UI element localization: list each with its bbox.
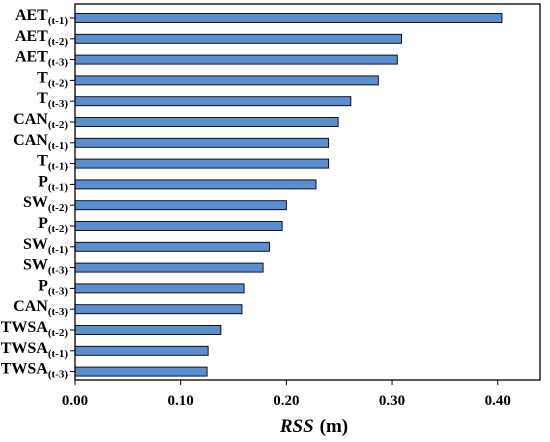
category-label-subscript: (t-3) [48, 306, 68, 318]
x-axis-title: RSS (m) [279, 416, 348, 437]
bar [74, 262, 264, 273]
category-label-base: CAN [13, 132, 48, 149]
category-label-subscript: (t-3) [48, 57, 68, 69]
category-label: T(t-1) [37, 153, 68, 173]
category-label-subscript: (t-2) [48, 119, 68, 131]
category-label-base: P [38, 215, 48, 232]
category-label-subscript: (t-2) [48, 223, 68, 235]
category-label-base: AET [15, 28, 48, 45]
bars-group [74, 13, 503, 377]
bar [74, 325, 222, 335]
category-label: T(t-2) [37, 69, 68, 89]
bar [74, 283, 245, 294]
category-label-base: CAN [13, 298, 48, 315]
x-axis-title-variable: RSS [279, 416, 314, 437]
category-label-subscript: (t-1) [48, 161, 68, 173]
category-label: AET(t-3) [15, 49, 68, 69]
category-label: TWSA(t-2) [1, 319, 69, 339]
category-label-base: T [37, 90, 48, 107]
category-label-subscript: (t-2) [48, 77, 68, 89]
category-label: TWSA(t-1) [1, 340, 69, 360]
category-label: CAN(t-2) [13, 111, 68, 131]
category-label-subscript: (t-1) [48, 140, 68, 152]
bar [74, 75, 379, 86]
category-label-base: P [38, 173, 48, 190]
category-label-subscript: (t-1) [48, 348, 68, 360]
category-label-base: AET [15, 7, 48, 24]
plot-frame [74, 3, 541, 381]
category-label-subscript: (t-3) [48, 285, 68, 297]
bar [74, 137, 330, 148]
bar [74, 221, 283, 231]
category-label: P(t-2) [38, 215, 68, 235]
category-label: T(t-3) [37, 90, 68, 110]
category-label-base: P [38, 277, 48, 294]
bar [74, 33, 403, 44]
x-axis-title-unit: (m) [320, 416, 348, 437]
category-labels: AET(t-1)AET(t-2)AET(t-3)T(t-2)T(t-3)CAN(… [1, 7, 75, 381]
x-tick-label: 0.40 [485, 393, 511, 409]
x-tick-label: 0.30 [379, 393, 405, 409]
bar [74, 366, 208, 377]
bar [74, 96, 352, 107]
category-label-base: CAN [13, 111, 48, 128]
category-label-subscript: (t-2) [48, 327, 68, 339]
category-label-base: TWSA [1, 361, 49, 378]
category-label-base: TWSA [1, 340, 49, 357]
x-tick-label: 0.20 [273, 393, 299, 409]
category-label: SW(t-1) [23, 236, 68, 256]
category-label-subscript: (t-2) [48, 36, 68, 48]
category-label-base: SW [23, 236, 48, 253]
category-label: CAN(t-1) [13, 132, 68, 152]
category-label-base: AET [15, 49, 48, 66]
category-label-subscript: (t-2) [48, 202, 68, 214]
category-label-base: TWSA [1, 319, 49, 336]
category-label-base: T [37, 69, 48, 86]
category-label: AET(t-2) [15, 28, 68, 48]
category-label: P(t-1) [38, 173, 68, 193]
category-label-subscript: (t-1) [48, 244, 68, 256]
category-label: SW(t-3) [23, 257, 68, 277]
bar [74, 158, 330, 169]
category-label-subscript: (t-1) [48, 181, 68, 193]
bar [74, 304, 243, 315]
category-label-base: T [37, 153, 48, 170]
bar [74, 54, 398, 65]
category-label-base: SW [23, 194, 48, 211]
category-label: AET(t-1) [15, 7, 68, 27]
category-label: SW(t-2) [23, 194, 68, 214]
category-label: TWSA(t-3) [1, 361, 69, 381]
category-label-subscript: (t-3) [48, 369, 68, 381]
category-label-subscript: (t-3) [48, 265, 68, 277]
category-label-subscript: (t-1) [48, 15, 68, 27]
x-tick-label: 0.00 [62, 393, 88, 409]
x-axis: 0.00 0.10 0.20 0.30 0.40 [62, 380, 511, 409]
bar [74, 345, 209, 356]
bar [74, 13, 503, 23]
bar [74, 200, 287, 211]
category-label: P(t-3) [38, 277, 68, 297]
bar [74, 117, 339, 127]
bar [74, 179, 317, 190]
category-label-subscript: (t-3) [48, 98, 68, 110]
bar [74, 241, 270, 252]
category-label: CAN(t-3) [13, 298, 68, 318]
x-tick-label: 0.10 [168, 393, 194, 409]
category-label-base: SW [23, 257, 48, 274]
